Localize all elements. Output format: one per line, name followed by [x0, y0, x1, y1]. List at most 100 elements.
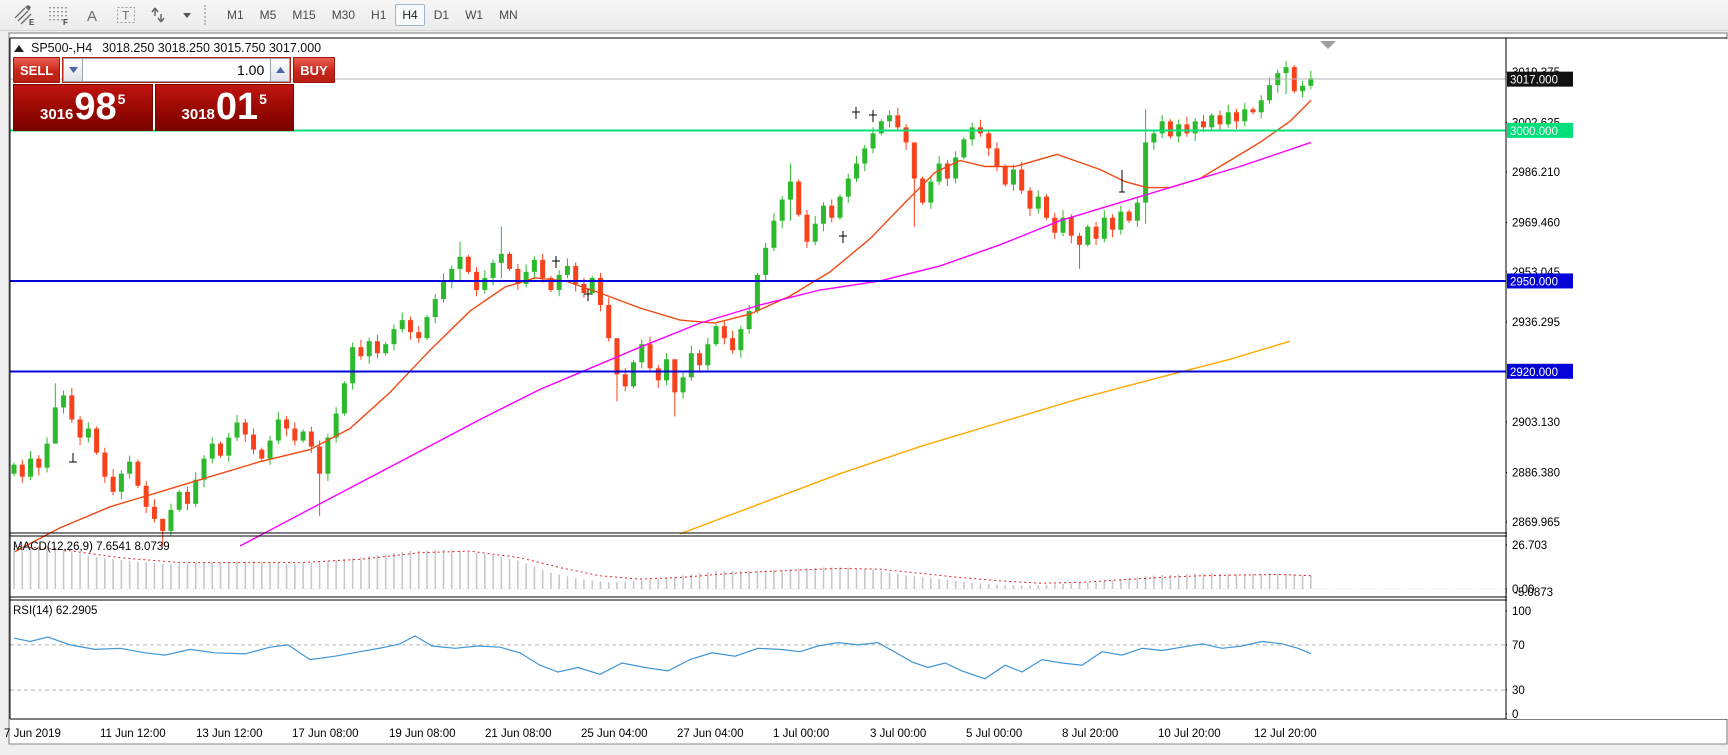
grid-tool-icon[interactable]: F — [44, 3, 72, 27]
svg-text:A: A — [87, 8, 97, 25]
time-axis-label: 10 Jul 20:00 — [1158, 728, 1221, 740]
candle-body — [531, 259, 537, 272]
triangle-up-icon — [275, 67, 285, 73]
chart-shift-triangle-icon[interactable] — [1320, 41, 1336, 49]
cross-marker-icon[interactable] — [869, 110, 877, 122]
candle-body — [1217, 115, 1223, 125]
tool-dropdown-caret-icon[interactable] — [180, 3, 194, 27]
price-axis-tick: 2936.295 — [1512, 317, 1560, 329]
chart-canvas: 3019.3753002.6252986.2102969.4602953.045… — [4, 32, 1728, 745]
tee-marker-icon[interactable] — [69, 453, 77, 463]
timeframe-button-M5[interactable]: M5 — [253, 4, 284, 26]
candle-body — [1242, 109, 1248, 122]
vline-marker-icon[interactable] — [1119, 170, 1125, 193]
timeframe-button-H1[interactable]: H1 — [364, 4, 393, 26]
candle-body — [944, 163, 950, 179]
price-axis-tick: 2903.130 — [1512, 417, 1560, 429]
cross-marker-icon[interactable] — [852, 107, 860, 119]
candle-body — [1110, 217, 1116, 230]
timeframe-button-M15[interactable]: M15 — [285, 4, 322, 26]
candle-body — [160, 518, 166, 531]
candle-body — [1134, 202, 1140, 221]
arrow-objects-tool-icon[interactable] — [146, 3, 174, 27]
macd-indicator-label: MACD(12,26,9) 7.6541 8.0739 — [13, 541, 170, 553]
price-axis-tick: 2886.380 — [1512, 468, 1560, 480]
price-axis-tick: 2969.460 — [1512, 217, 1560, 229]
candle-body — [796, 181, 802, 215]
candle-body — [870, 133, 876, 149]
candle-body — [465, 256, 471, 272]
candle-body — [705, 344, 711, 366]
price-axis-tick: 2869.965 — [1512, 517, 1560, 529]
candle-body — [928, 181, 934, 203]
candle-body — [490, 262, 496, 278]
macd-axis-label: 0.00 — [1512, 584, 1534, 596]
rsi-axis-label: 100 — [1512, 606, 1531, 618]
candle-body — [251, 434, 257, 450]
fast-ma-line — [13, 99, 1312, 553]
candle-body — [193, 479, 199, 504]
rsi-axis-label: 30 — [1512, 685, 1525, 697]
candle-body — [994, 148, 1000, 167]
timeframe-button-D1[interactable]: D1 — [427, 4, 456, 26]
timeframe-button-MN[interactable]: MN — [492, 4, 525, 26]
candle-body — [878, 121, 884, 134]
time-axis-label: 11 Jun 12:00 — [100, 728, 166, 740]
candle-body — [895, 115, 901, 128]
buy-button[interactable]: BUY — [293, 57, 335, 83]
candle-body — [102, 452, 108, 477]
collapse-panel-triangle-icon[interactable] — [14, 44, 24, 52]
candle-body — [176, 491, 182, 510]
text-box-tool-icon[interactable]: T — [112, 3, 140, 27]
candle-body — [1010, 169, 1016, 185]
candle-body — [1184, 124, 1190, 134]
price-badge-label: 3017.000 — [1510, 75, 1558, 87]
svg-text:E: E — [29, 18, 35, 26]
time-axis-label: 13 Jun 12:00 — [196, 728, 263, 740]
volume-decrease-button[interactable] — [63, 58, 84, 82]
time-axis-label: 27 Jun 04:00 — [677, 728, 744, 740]
sell-price-panel[interactable]: 3016 98 5 — [13, 84, 153, 131]
draw-pen-tool-icon[interactable]: E — [10, 3, 38, 27]
cross-marker-icon[interactable] — [552, 256, 560, 268]
candle-body — [52, 407, 58, 444]
candle-body — [664, 359, 670, 381]
text-label-tool-icon[interactable]: A — [78, 3, 106, 27]
svg-text:F: F — [63, 18, 68, 26]
candle-body — [1267, 85, 1273, 101]
svg-text:T: T — [122, 9, 130, 23]
candle-body — [28, 458, 34, 477]
trade-panel-top-row: SELL BUY — [13, 57, 335, 83]
timeframe-button-M1[interactable]: M1 — [220, 4, 251, 26]
sell-button[interactable]: SELL — [13, 57, 61, 83]
candle-body — [556, 274, 562, 290]
volume-input[interactable] — [83, 58, 271, 82]
buy-price-panel[interactable]: 3018 01 5 — [154, 84, 294, 131]
time-axis-label: 19 Jun 08:00 — [389, 728, 456, 740]
candle-body — [515, 268, 521, 284]
candle-body — [763, 247, 769, 275]
cross-marker-icon[interactable] — [839, 231, 847, 243]
candle-body — [482, 277, 488, 290]
candle-body — [1035, 196, 1041, 209]
candle-body — [779, 199, 785, 221]
timeframe-button-H4[interactable]: H4 — [395, 4, 425, 26]
price-axis-tick: 2986.210 — [1512, 167, 1560, 179]
volume-increase-button[interactable] — [270, 58, 291, 82]
candle-body — [523, 271, 529, 284]
candle-body — [1101, 217, 1107, 239]
candle-body — [383, 344, 389, 354]
timeframe-button-M30[interactable]: M30 — [325, 4, 362, 26]
timeframe-button-W1[interactable]: W1 — [458, 4, 490, 26]
cross-marker-icon[interactable] — [584, 289, 592, 301]
candle-body — [110, 476, 116, 492]
candle-body — [432, 299, 438, 318]
candle-body — [730, 338, 736, 351]
candle-body — [961, 139, 967, 158]
candle-body — [69, 395, 75, 420]
candle-body — [953, 157, 959, 179]
candle-body — [564, 265, 570, 275]
candle-body — [441, 280, 447, 300]
candle-body — [135, 461, 141, 486]
